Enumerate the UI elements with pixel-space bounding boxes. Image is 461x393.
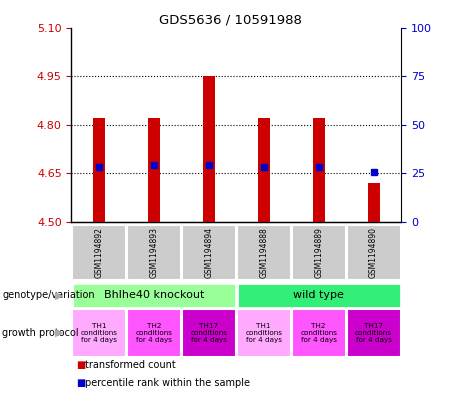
Text: GSM1194888: GSM1194888 (259, 227, 268, 278)
Bar (72, 310, 126, 357)
Text: TH1
conditions
for 4 days: TH1 conditions for 4 days (245, 323, 282, 343)
Bar (237, 283, 401, 308)
Text: transformed count: transformed count (85, 360, 176, 370)
Text: growth protocol: growth protocol (2, 328, 79, 338)
Text: GSM1194894: GSM1194894 (204, 227, 213, 278)
Bar (367, 183, 380, 222)
Text: ■: ■ (76, 360, 85, 370)
Text: ■: ■ (76, 378, 85, 388)
Text: TH2
conditions
for 4 days: TH2 conditions for 4 days (136, 323, 172, 343)
Bar (203, 76, 215, 222)
Bar (237, 224, 290, 281)
Bar (72, 224, 126, 281)
Bar (127, 310, 181, 357)
Bar (182, 310, 236, 357)
Text: TH17
conditions
for 4 days: TH17 conditions for 4 days (355, 323, 392, 343)
Text: TH17
conditions
for 4 days: TH17 conditions for 4 days (190, 323, 227, 343)
Bar (148, 118, 160, 222)
Bar (127, 224, 181, 281)
Bar (292, 310, 346, 357)
Bar (258, 118, 270, 222)
Bar (237, 310, 290, 357)
Text: TH1
conditions
for 4 days: TH1 conditions for 4 days (80, 323, 118, 343)
Bar (72, 283, 236, 308)
Bar (93, 118, 105, 222)
Text: ▶: ▶ (55, 328, 63, 338)
Text: ▶: ▶ (55, 290, 63, 300)
Text: genotype/variation: genotype/variation (2, 290, 95, 300)
Text: GSM1194893: GSM1194893 (149, 227, 159, 278)
Bar (347, 310, 401, 357)
Bar (313, 118, 325, 222)
Text: Bhlhe40 knockout: Bhlhe40 knockout (104, 290, 204, 300)
Bar (292, 224, 346, 281)
Text: wild type: wild type (293, 290, 344, 300)
Text: GSM1194890: GSM1194890 (369, 227, 378, 278)
Text: GSM1194889: GSM1194889 (314, 227, 323, 278)
Text: GSM1194892: GSM1194892 (95, 227, 103, 278)
Text: TH2
conditions
for 4 days: TH2 conditions for 4 days (300, 323, 337, 343)
Text: GDS5636 / 10591988: GDS5636 / 10591988 (159, 14, 302, 27)
Text: percentile rank within the sample: percentile rank within the sample (85, 378, 250, 388)
Bar (347, 224, 401, 281)
Bar (182, 224, 236, 281)
